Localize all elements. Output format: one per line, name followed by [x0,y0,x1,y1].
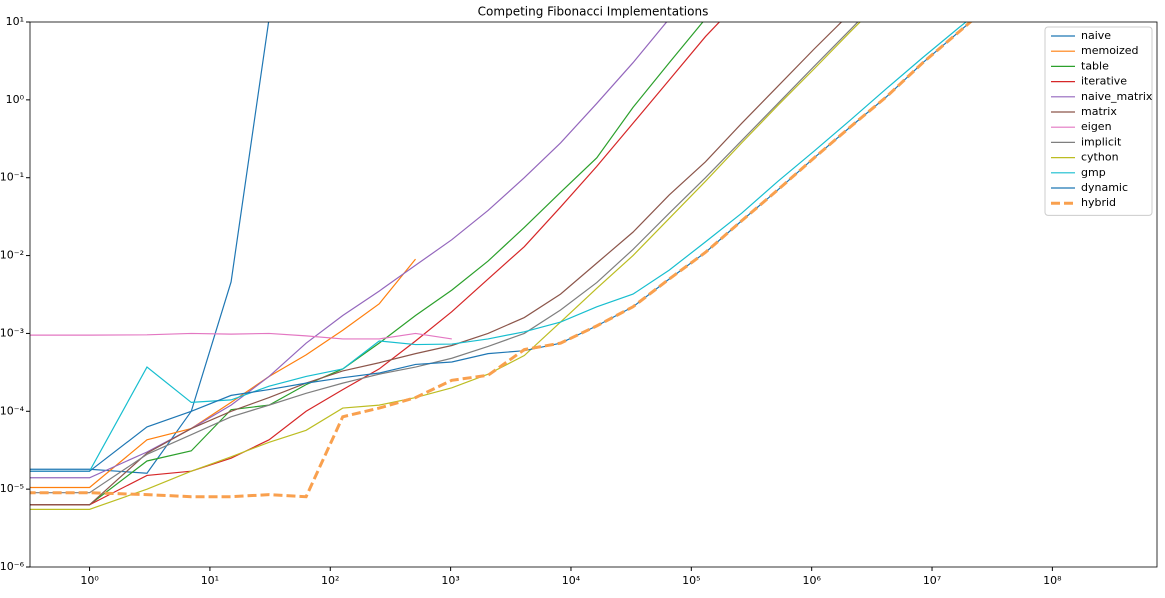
series-line [30,332,452,340]
y-tick-label: 10⁻² [0,249,24,262]
plot-area [30,22,973,510]
legend-label: matrix [1081,105,1117,118]
series-line [30,22,967,472]
series-line [30,22,668,479]
y-tick-label: 10¹ [6,15,24,28]
legend-label: eigen [1081,120,1112,133]
series-line [30,22,721,506]
y-tick-label: 10⁰ [6,93,25,106]
legend-label: naive_matrix [1081,90,1153,103]
legend-label: gmp [1081,166,1106,179]
legend-label: naive [1081,29,1111,42]
legend-label: implicit [1081,135,1122,148]
y-tick-label: 10⁻⁵ [0,482,24,495]
x-tick-label: 10⁷ [923,574,941,587]
legend-label: dynamic [1081,181,1128,194]
series-line [30,22,972,472]
series-line [30,22,859,494]
legend-box [1044,26,1153,216]
series-line [30,22,270,474]
legend-label: memoized [1081,44,1139,57]
legend-label: cython [1081,151,1119,164]
plot-frame [29,21,1158,568]
series-line [30,258,416,489]
legend-label: iterative [1081,75,1127,88]
y-tick-label: 10⁻⁴ [0,404,25,417]
x-tick-label: 10² [321,574,339,587]
x-tick-label: 10⁸ [1043,574,1062,587]
series-line [30,22,704,506]
chart-title: Competing Fibonacci Implementations [478,5,709,19]
x-tick-label: 10⁶ [802,574,821,587]
legend-label: hybrid [1081,196,1116,209]
series-line [30,22,843,506]
x-tick-label: 10³ [441,574,459,587]
y-tick-label: 10⁻³ [0,326,24,339]
x-tick-label: 10⁰ [80,574,99,587]
y-tick-label: 10⁻⁶ [0,560,25,573]
legend-label: table [1081,59,1109,72]
x-tick-label: 10¹ [201,574,219,587]
x-tick-label: 10⁴ [562,574,581,587]
series-line [30,22,861,510]
series-line [30,22,973,499]
x-tick-label: 10⁵ [682,574,700,587]
y-tick-label: 10⁻¹ [0,171,24,184]
